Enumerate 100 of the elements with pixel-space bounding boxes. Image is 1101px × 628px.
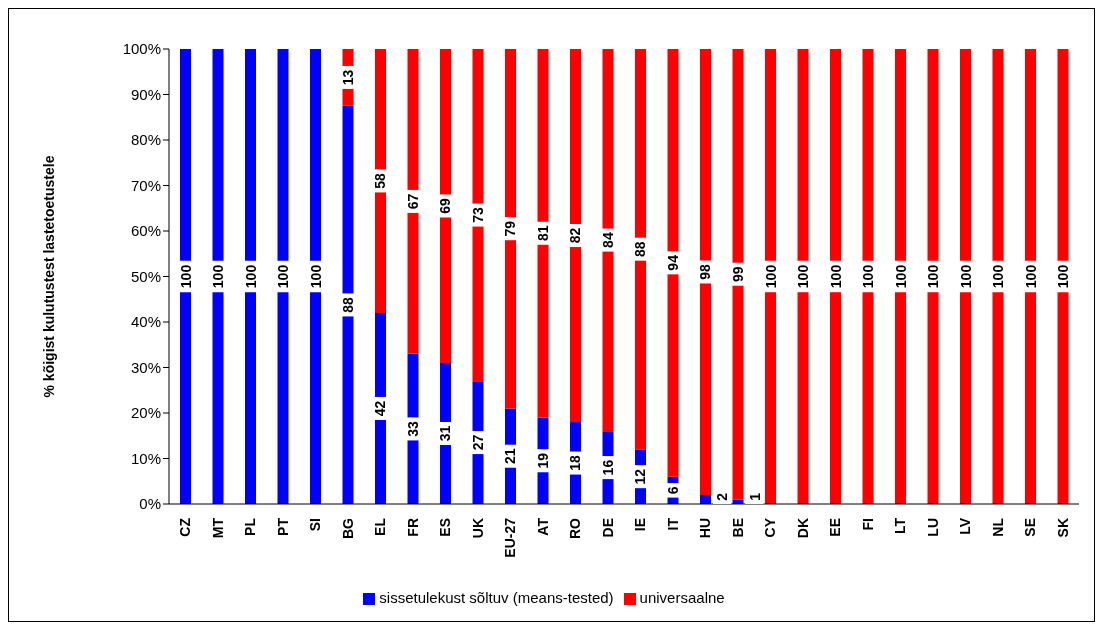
data-label: 81 <box>535 225 551 242</box>
data-label: 88 <box>340 296 356 313</box>
y-tick-label: 70% <box>130 176 161 194</box>
data-label: 100 <box>1055 264 1071 289</box>
data-label: 33 <box>405 420 421 437</box>
data-label: 21 <box>502 448 519 465</box>
data-label: 100 <box>990 264 1006 289</box>
bar <box>895 49 906 504</box>
x-tick-label: SE <box>1022 518 1039 537</box>
data-label: 67 <box>405 193 421 210</box>
data-label: 27 <box>470 434 486 451</box>
data-label: 100 <box>762 264 779 289</box>
x-tick-label: ES <box>437 518 454 537</box>
x-tick-label: DE <box>599 518 616 538</box>
bar <box>1057 49 1069 504</box>
bar <box>700 49 711 495</box>
y-tick-label: 50% <box>130 267 161 285</box>
bar <box>602 49 614 432</box>
data-label: 100 <box>892 264 909 289</box>
data-label: 100 <box>275 264 291 289</box>
bar <box>862 49 874 504</box>
bar <box>635 49 646 450</box>
x-tick-label: EL <box>372 517 389 536</box>
x-tick-label: FI <box>859 518 876 531</box>
x-tick-label: LT <box>892 517 909 535</box>
y-tick-label: 90% <box>130 85 161 103</box>
x-tick-label: RO <box>567 517 584 539</box>
y-tick-label: 80% <box>130 131 161 149</box>
data-label: 69 <box>437 197 454 214</box>
bar <box>310 49 321 504</box>
x-tick-label: IE <box>632 518 649 532</box>
bar <box>960 49 971 504</box>
data-label: 6 <box>665 486 681 495</box>
bar <box>472 49 484 382</box>
y-tick-label: 60% <box>130 222 161 240</box>
bar <box>765 49 776 504</box>
x-tick-label: DK <box>794 518 811 539</box>
bar <box>537 49 549 418</box>
data-label: 1 <box>746 492 763 501</box>
y-tick-label: 0% <box>139 495 161 513</box>
x-tick-label: MT <box>209 517 226 539</box>
bar <box>277 49 289 504</box>
bar <box>570 49 581 423</box>
data-label: 100 <box>210 264 226 289</box>
data-label: 42 <box>372 400 389 417</box>
y-tick-label: 40% <box>130 313 161 331</box>
x-tick-label: FR <box>404 518 421 537</box>
bar <box>440 49 451 363</box>
data-label: 79 <box>502 220 519 237</box>
data-label: 100 <box>242 264 259 289</box>
bar <box>505 49 516 409</box>
x-tick-label: AT <box>534 517 551 536</box>
bar <box>732 49 744 500</box>
data-label: 13 <box>340 69 356 86</box>
x-tick-label: UK <box>469 518 486 539</box>
bar <box>1025 49 1036 504</box>
x-tick-label: CY <box>762 517 779 538</box>
data-label: 100 <box>795 264 811 289</box>
y-axis-title: % kõigist kulutustest lastetoetustele <box>40 155 57 398</box>
bar <box>407 49 419 354</box>
x-tick-label: PL <box>242 517 259 536</box>
x-tick-label: SI <box>307 518 324 532</box>
x-tick-label: CZ <box>177 517 194 537</box>
x-tick-label: EE <box>827 518 844 537</box>
data-label: 100 <box>957 264 974 289</box>
data-label: 100 <box>925 264 941 289</box>
data-label: 94 <box>665 254 681 271</box>
x-tick-label: LV <box>957 517 974 535</box>
data-label: 19 <box>535 452 551 469</box>
data-label: 84 <box>600 232 616 248</box>
data-label: 2 <box>714 492 730 501</box>
data-label: 82 <box>567 227 584 244</box>
data-label: 100 <box>177 264 194 289</box>
bar <box>992 49 1004 504</box>
data-label: 100 <box>860 264 876 289</box>
bar <box>830 49 841 504</box>
data-label: 73 <box>470 207 486 223</box>
y-tick-label: 20% <box>130 404 161 422</box>
x-tick-label: NL <box>989 517 1006 537</box>
y-tick-label: 100% <box>122 40 161 58</box>
x-tick-label: HU <box>697 518 714 539</box>
bar <box>667 49 679 477</box>
legend-label: sissetulekust sõltuv (means-tested) <box>379 589 614 606</box>
x-tick-label: EU-27 <box>502 517 519 558</box>
bar <box>375 49 386 313</box>
data-label: 100 <box>307 264 324 289</box>
data-label: 100 <box>827 264 844 289</box>
x-tick-label: BE <box>729 518 746 538</box>
y-tick-label: 10% <box>130 449 161 467</box>
data-label: 31 <box>437 425 454 442</box>
x-tick-label: SK <box>1054 518 1071 538</box>
data-label: 88 <box>632 241 649 257</box>
bar <box>797 49 809 504</box>
x-tick-label: IT <box>664 517 681 531</box>
data-label: 98 <box>697 263 714 280</box>
legend-label: universaalne <box>639 589 725 606</box>
data-label: 58 <box>372 172 389 189</box>
data-label: 100 <box>1022 264 1039 289</box>
x-tick-label: BG <box>339 517 356 539</box>
bar <box>927 49 939 504</box>
